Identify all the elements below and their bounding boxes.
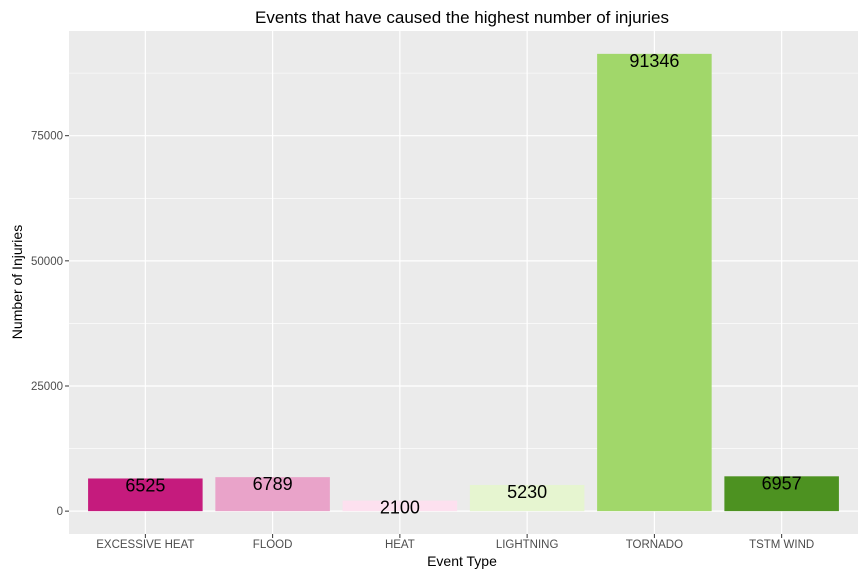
x-tick-label: TSTM WIND: [749, 539, 814, 551]
data-label: 6525: [125, 475, 165, 495]
x-tick-label: HEAT: [385, 539, 415, 551]
data-label: 6789: [253, 474, 293, 494]
x-tick-label: FLOOD: [253, 539, 293, 551]
data-label: 6957: [762, 473, 802, 493]
data-labels: 6525 6789 2100 5230 91346 6957: [125, 51, 801, 518]
x-axis-title: Event Type: [427, 553, 497, 569]
data-label: 91346: [629, 51, 679, 71]
minor-gridlines: [69, 72, 858, 449]
bar: [724, 476, 839, 512]
y-axis-title: Number of Injuries: [9, 225, 25, 339]
bar: [88, 478, 203, 512]
y-axis: 0 25000 50000 75000: [31, 131, 69, 518]
y-tick-label: 25000: [31, 381, 63, 393]
data-label: 2100: [380, 498, 420, 518]
y-tick-label: 0: [57, 506, 63, 518]
y-tick-label: 50000: [31, 256, 63, 268]
data-label: 5230: [507, 482, 547, 502]
plot-panel: [69, 31, 858, 534]
x-tick-label: LIGHTNING: [496, 539, 559, 551]
x-tick-label: TORNADO: [626, 539, 683, 551]
x-axis: EXCESSIVE HEAT FLOOD HEAT LIGHTNING TORNADO T…: [96, 534, 814, 551]
x-tick-label: EXCESSIVE HEAT: [96, 539, 194, 551]
bar: [342, 500, 458, 512]
bar: [597, 53, 712, 512]
bar: [469, 484, 585, 512]
y-tick-label: 75000: [31, 131, 63, 143]
bars: [88, 53, 839, 512]
bar: [215, 477, 330, 512]
chart-title: Events that have caused the highest numb…: [255, 8, 669, 27]
